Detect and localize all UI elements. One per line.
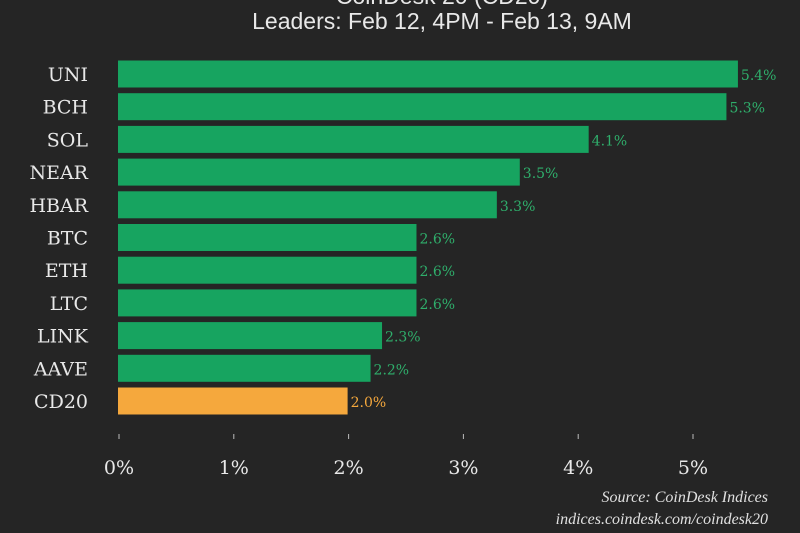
x-tick-label: 5% [678,457,708,479]
chart-subtitle: Leaders: Feb 12, 4PM - Feb 13, 9AM [252,8,632,34]
bar-ltc [118,289,417,317]
category-label: UNI [48,64,88,86]
category-label: BTC [47,228,88,250]
x-tick-label: 0% [104,457,134,479]
bar-sol [118,125,589,153]
category-label: ETH [45,260,88,282]
x-tick-label: 3% [448,457,478,479]
category-label: HBAR [29,195,88,217]
bar-btc [118,224,417,251]
category-label: NEAR [29,162,88,184]
bar-uni [118,60,738,88]
category-label: LINK [37,326,89,348]
chart-title: CoinDesk 20 (CD20) [0,0,800,10]
category-label: CD20 [34,391,88,413]
bar-eth [118,256,417,284]
source-note: Source: CoinDesk Indices [601,489,768,506]
data-label: 3.3% [500,199,536,215]
data-label: 2.3% [385,330,421,346]
bar-near [118,158,520,186]
category-label: AAVE [33,358,88,380]
category-label: LTC [50,293,88,315]
bar-aave [118,354,371,382]
x-tick-label: 2% [334,457,364,479]
bar-bch [118,93,727,121]
category-label: SOL [47,129,89,151]
data-label: 3.5% [523,166,559,182]
x-tick-label: 4% [563,457,593,479]
bar-link [118,322,383,350]
bar-cd20 [118,387,348,415]
data-label: 2.6% [419,297,455,313]
x-tick-label: 1% [219,457,249,479]
data-label: 2.0% [351,395,387,411]
data-label: 2.6% [419,232,455,248]
data-label: 4.1% [592,133,628,149]
source-url: indices.coindesk.com/coindesk20 [555,511,768,528]
data-label: 5.4% [741,68,777,84]
data-label: 2.2% [374,362,410,378]
data-label: 2.6% [419,264,455,280]
bar-hbar [118,191,497,219]
data-label: 5.3% [729,101,765,117]
category-label: BCH [43,97,88,119]
